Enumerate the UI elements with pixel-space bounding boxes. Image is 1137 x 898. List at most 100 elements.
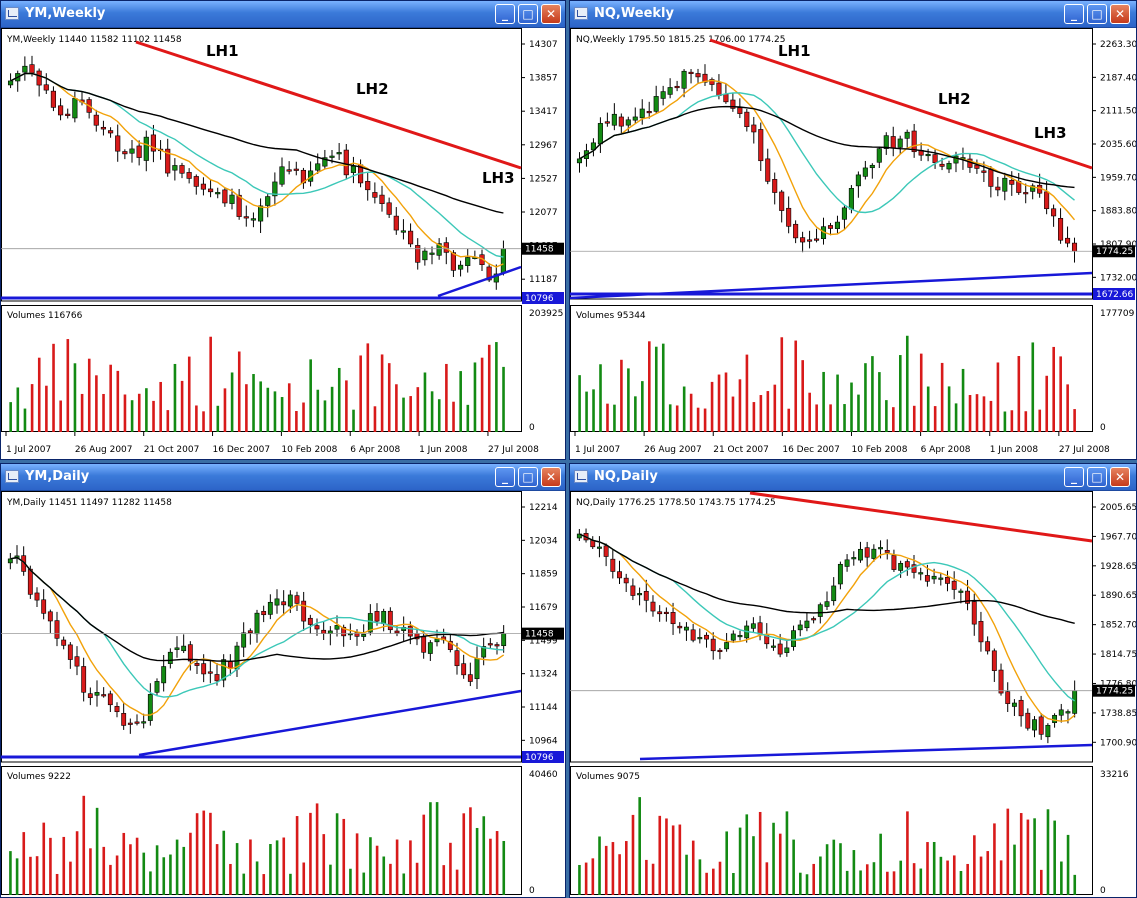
volume-bar — [829, 404, 832, 432]
volume-bar — [1017, 356, 1021, 432]
minimize-button[interactable]: _ — [495, 4, 515, 24]
candle-body — [855, 174, 861, 187]
volume-bar — [16, 387, 20, 432]
volume-bar — [912, 863, 916, 895]
price-tick-label: 2111.50 — [1100, 107, 1136, 117]
volume-bar — [173, 363, 177, 432]
date-tick-label: 1 Jun 2008 — [419, 445, 468, 455]
volume-bar — [611, 842, 615, 895]
chart-area[interactable]: NQ,Daily 1776.25 1778.50 1743.75 1774.25… — [570, 491, 1136, 898]
candle-body — [65, 113, 71, 116]
volume-bar — [380, 354, 384, 432]
volume-bar — [482, 816, 486, 895]
chart-window-nq-weekly[interactable]: NQ,Weekly _ □ ✕ NQ,Weekly 1795.50 1815.2… — [569, 0, 1137, 460]
volume-bar — [850, 382, 853, 432]
price-tick-label: 1700.90 — [1100, 738, 1136, 748]
candle-body — [336, 152, 342, 155]
chart-window-nq-daily[interactable]: NQ,Daily _ □ ✕ NQ,Daily 1776.25 1778.50 … — [569, 463, 1137, 898]
volume-bar — [578, 375, 581, 432]
chart-area[interactable]: NQ,Weekly 1795.50 1815.25 1706.00 1774.2… — [570, 28, 1136, 460]
chart-window-ym-daily[interactable]: YM,Daily _ □ ✕ YM,Daily 11451 11497 1128… — [0, 463, 566, 898]
volume-bar — [489, 838, 492, 895]
volume-bar — [710, 381, 714, 432]
volume-bar — [815, 404, 818, 432]
volume-bar — [865, 864, 869, 895]
candle-body — [87, 693, 93, 698]
candle-body — [121, 713, 127, 726]
candle-body — [372, 192, 378, 198]
candle-body — [981, 170, 987, 173]
volume-bar — [423, 372, 427, 432]
candle-body — [891, 555, 897, 570]
minimize-button[interactable]: _ — [1064, 4, 1084, 24]
candle-body — [387, 610, 393, 631]
candle-body — [501, 633, 507, 647]
volume-bar — [459, 371, 462, 432]
candle-body — [465, 257, 471, 266]
volume-bar — [585, 391, 588, 432]
chart-window-icon — [574, 7, 588, 20]
candle-body — [22, 65, 28, 73]
candle-body — [394, 630, 400, 634]
volume-bar — [892, 407, 895, 432]
date-tick-label: 10 Feb 2008 — [851, 445, 907, 455]
candle-body — [831, 585, 837, 602]
candle-body — [646, 111, 652, 114]
chart-window-icon — [574, 470, 588, 483]
candle-body — [454, 650, 460, 667]
close-button[interactable]: ✕ — [541, 4, 561, 24]
maximize-button[interactable]: □ — [518, 4, 538, 24]
chart-area[interactable]: YM,Weekly 11440 11582 11102 11458 Volumes… — [1, 28, 565, 460]
volume-bar — [731, 396, 735, 432]
close-button[interactable]: ✕ — [1110, 4, 1130, 24]
volume-bar — [745, 814, 749, 895]
candle-body — [827, 225, 834, 229]
volume-bar — [229, 863, 232, 895]
volume-bar — [130, 400, 134, 432]
volume-bar — [295, 411, 298, 432]
title-bar[interactable]: YM,Weekly _ □ ✕ — [1, 1, 565, 28]
candle-body — [343, 149, 349, 176]
close-button[interactable]: ✕ — [1110, 467, 1130, 487]
candle-body — [214, 674, 220, 682]
candle-body — [618, 116, 624, 127]
candle-body — [447, 640, 453, 650]
volume-bar — [845, 870, 849, 895]
last-price-label: 11458 — [525, 245, 554, 255]
title-bar[interactable]: NQ,Weekly _ □ ✕ — [570, 1, 1136, 28]
maximize-button[interactable]: □ — [518, 467, 538, 487]
title-bar[interactable]: YM,Daily _ □ ✕ — [1, 464, 565, 491]
volume-bar — [654, 346, 658, 432]
volume-bar — [22, 832, 26, 895]
volume-bar — [166, 410, 170, 432]
volume-bar — [142, 852, 146, 895]
volume-bar — [703, 408, 707, 432]
volume-tick-label: 203925 — [529, 309, 563, 319]
volume-bar — [255, 861, 259, 895]
volume-bar — [266, 387, 270, 432]
window-title: YM,Weekly — [25, 6, 106, 21]
candle-body — [1058, 709, 1064, 716]
date-tick-label: 26 Aug 2007 — [75, 445, 133, 455]
title-bar[interactable]: NQ,Daily _ □ ✕ — [570, 464, 1136, 491]
candle-body — [998, 669, 1004, 694]
candle-body — [904, 131, 910, 139]
chart-area[interactable]: YM,Daily 11451 11497 11282 11458 Volumes … — [1, 491, 565, 898]
chart-window-ym-weekly[interactable]: YM,Weekly _ □ ✕ YM,Weekly 11440 11582 11… — [0, 0, 566, 460]
candle-body — [630, 585, 636, 596]
maximize-button[interactable]: □ — [1087, 467, 1107, 487]
minimize-button[interactable]: _ — [495, 467, 515, 487]
volume-bar — [1019, 813, 1023, 895]
volume-bar — [836, 374, 839, 432]
candle-body — [807, 239, 813, 242]
date-tick-label: 27 Jul 2008 — [488, 445, 539, 455]
candle-body — [883, 135, 889, 149]
candle-body — [604, 121, 610, 124]
maximize-button[interactable]: □ — [1087, 4, 1107, 24]
close-button[interactable]: ✕ — [541, 467, 561, 487]
candle-body — [107, 130, 114, 134]
candle-body — [695, 73, 701, 78]
minimize-button[interactable]: _ — [1064, 467, 1084, 487]
volume-bar — [939, 856, 943, 895]
volume-bar — [675, 405, 679, 432]
